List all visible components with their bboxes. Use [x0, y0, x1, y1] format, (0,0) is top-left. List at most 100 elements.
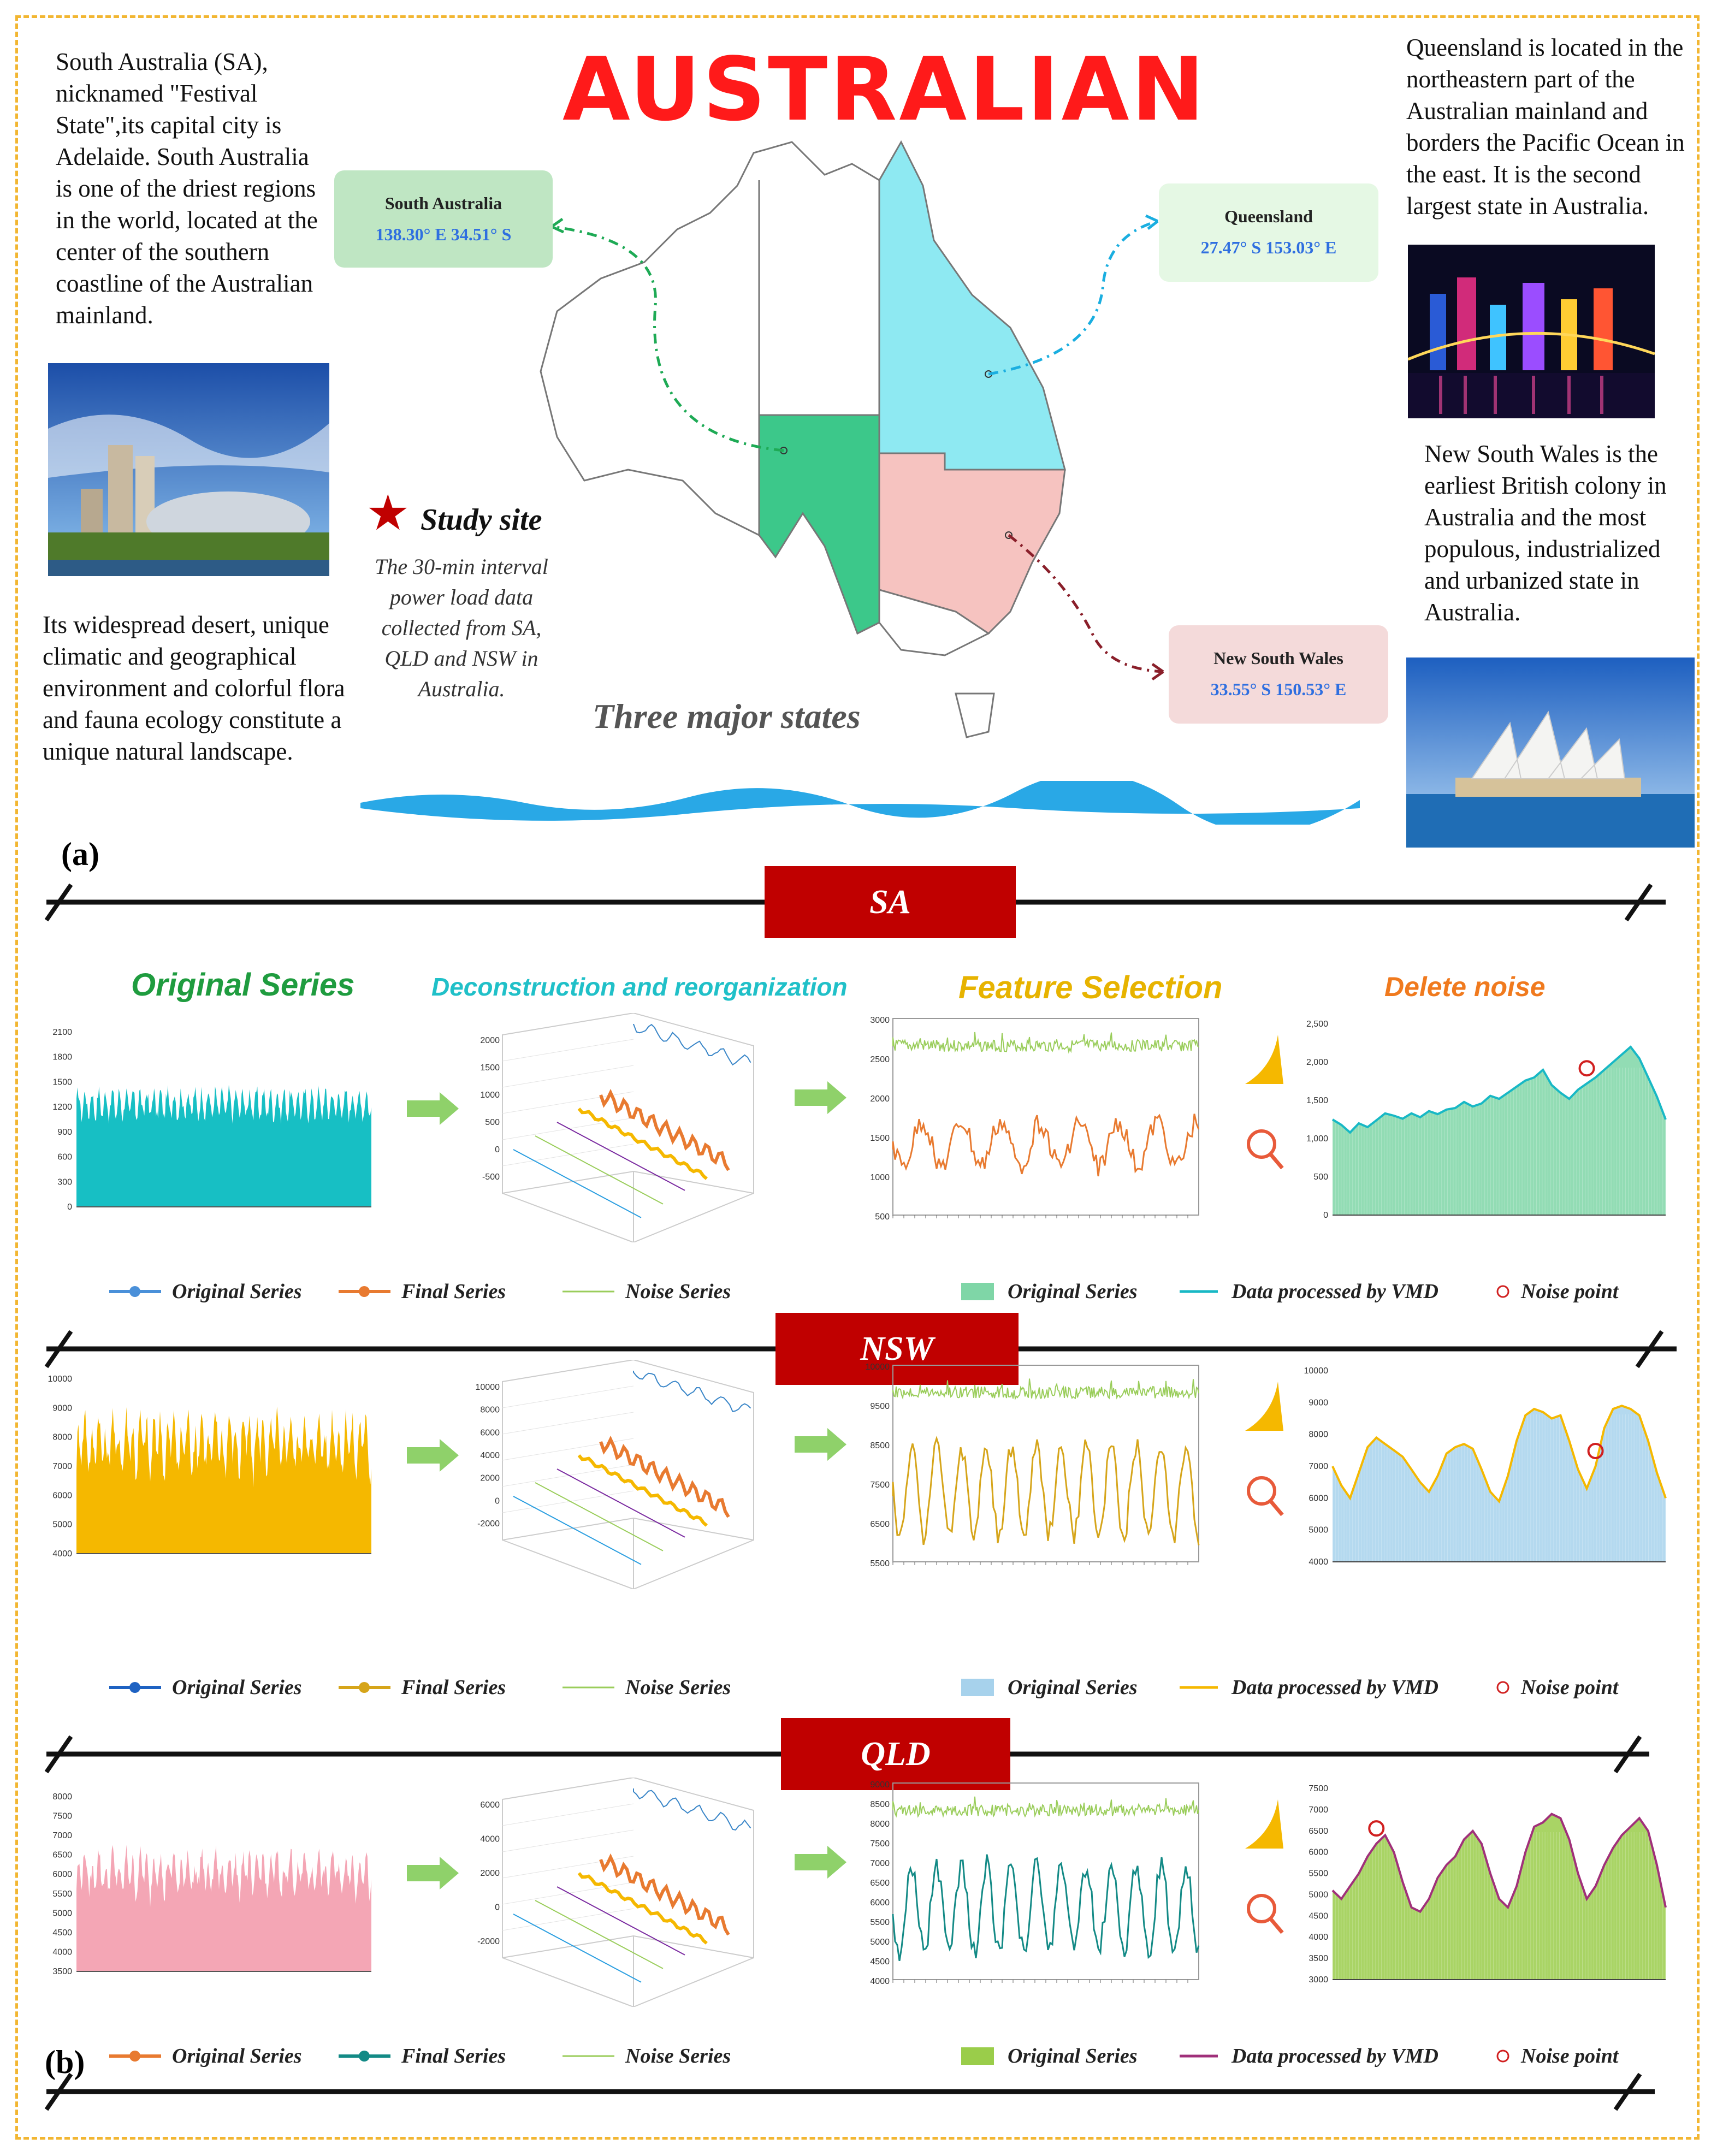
- filter-magnifier-icons: [1245, 1382, 1284, 1517]
- vmd-line: [1331, 1045, 1667, 1134]
- z-tick-label: 4000: [480, 1835, 500, 1844]
- original-series-area: [76, 1085, 371, 1207]
- panel-label-a: (a): [61, 836, 99, 872]
- y-tick-label: 5500: [1309, 1869, 1328, 1879]
- y-tick-label: 9000: [870, 1780, 890, 1790]
- legend-entry: Data processed by VMD: [1231, 1676, 1438, 1699]
- imf-strip: [577, 1454, 708, 1527]
- section-banner-sa: SA: [765, 866, 1016, 938]
- imf-strip: [535, 1482, 664, 1551]
- original-series-area: [1333, 1814, 1666, 1980]
- arrow-right-icon: [795, 1846, 846, 1879]
- vic-shape: [878, 589, 990, 656]
- y-tick-label: 5000: [1309, 1890, 1328, 1899]
- nsw-text: New South Wales is the earliest British …: [1424, 440, 1667, 626]
- noise-point-marker: [1587, 1443, 1604, 1459]
- y-tick-label: 3500: [1309, 1954, 1328, 1963]
- legend-right: Original Series Data processed by VMD Nois…: [961, 1280, 1619, 1303]
- imf-strip: [599, 1435, 730, 1518]
- legend-entry: Final Series: [401, 1280, 506, 1303]
- study-site-title: Study site: [421, 503, 542, 537]
- z-tick-label: 1500: [480, 1063, 500, 1073]
- original-series-area: [1333, 1406, 1666, 1562]
- y-tick-label: 6500: [870, 1879, 890, 1888]
- z-tick-label: 0: [495, 1903, 500, 1912]
- z-tick-label: 8000: [480, 1406, 500, 1415]
- y-tick-label: 8000: [52, 1433, 72, 1442]
- y-tick-label: 4500: [870, 1957, 890, 1967]
- original-series-chart-nsw: 10000 9000 8000 7000 6000 5000 4000: [48, 1375, 371, 1559]
- imf-strip: [599, 1853, 730, 1936]
- y-tick-label: 8500: [870, 1800, 890, 1809]
- stage-original-title: Original Series: [131, 967, 355, 1003]
- y-tick-label: 6000: [1309, 1848, 1328, 1857]
- y-tick-label: 7000: [870, 1859, 890, 1868]
- connector-lines: [550, 214, 1164, 681]
- y-tick-label: 3500: [52, 1967, 72, 1976]
- z-tick-label: 6000: [480, 1800, 500, 1810]
- original-series-chart-sa: 2100 1800 1500 1200 900 600 300 0: [52, 1028, 371, 1212]
- funnel-icon: [1245, 1382, 1283, 1431]
- legend-entry: Noise Series: [625, 1676, 731, 1699]
- y-tick-label: 10000: [1304, 1366, 1329, 1376]
- y-tick-label: 5500: [52, 1890, 72, 1899]
- y-tick-label: 7000: [52, 1831, 72, 1840]
- imf-strip: [513, 1149, 642, 1218]
- filter-magnifier-icons: [1245, 1035, 1284, 1170]
- noise-series-line: [892, 1032, 1199, 1054]
- final-series-line: [892, 1854, 1200, 1962]
- y-tick-label: 10000: [48, 1375, 73, 1384]
- arrow-right-icon: [795, 1081, 846, 1114]
- imf-strip: [599, 1088, 730, 1171]
- funnel-icon: [1245, 1799, 1283, 1849]
- dashed-frame: [15, 15, 1700, 2140]
- y-tick-label: 6500: [1309, 1827, 1328, 1836]
- y-tick-label: 7500: [1309, 1784, 1328, 1793]
- y-tick-label: 6000: [870, 1898, 890, 1908]
- y-tick-label: 4000: [52, 1549, 72, 1559]
- feature-selection-chart-sa: 3000 2500 2000 1500 1000 500: [870, 1016, 1200, 1222]
- y-tick-label: 500: [875, 1212, 890, 1222]
- y-tick-label: 7000: [1309, 1462, 1328, 1471]
- y-tick-label: 1,500: [1306, 1096, 1328, 1105]
- z-tick-label: 1000: [480, 1091, 500, 1100]
- original-series-chart-qld: 8000 7500 7000 6500 6000 5500 5000 4500 4000 3500: [52, 1792, 371, 1976]
- wave-decoration: [360, 781, 1360, 825]
- y-tick-label: 7000: [1309, 1805, 1328, 1815]
- section-banner-nsw: NSW: [775, 1313, 1019, 1385]
- z-tick-label: 10000: [476, 1383, 500, 1392]
- y-tick-label: 8000: [52, 1792, 72, 1802]
- y-tick-label: 3000: [870, 1016, 890, 1025]
- legend-entry: Noise point: [1520, 1280, 1619, 1303]
- y-tick-label: 7000: [52, 1462, 72, 1471]
- z-tick-label: -2000: [477, 1519, 500, 1529]
- y-tick-label: 600: [57, 1153, 72, 1162]
- y-tick-label: 4000: [1309, 1557, 1328, 1567]
- y-tick-label: 5000: [52, 1909, 72, 1918]
- section-banner-qld: QLD: [781, 1718, 1010, 1790]
- z-tick-label: 2000: [480, 1474, 500, 1483]
- z-tick-label: -500: [482, 1172, 500, 1182]
- legend-left: Original Series Final Series Noise Series: [109, 1676, 731, 1699]
- y-tick-label: 1200: [52, 1103, 72, 1112]
- deconstruction-3d-chart-qld: 6000 4000 2000 0 -2000: [477, 1778, 754, 2007]
- adelaide-photo: [48, 363, 329, 576]
- legend-entry: Final Series: [401, 2045, 506, 2068]
- sa-coords: 138.30° E 34.51° S: [375, 224, 512, 244]
- y-tick-label: 2,500: [1306, 1020, 1328, 1029]
- z-tick-label: 6000: [480, 1428, 500, 1437]
- noise-point-marker: [1368, 1820, 1385, 1837]
- imf-strip: [577, 1872, 708, 1945]
- nsw-coord-box: New South Wales 33.55° S 150.53° E: [1169, 625, 1388, 724]
- y-tick-label: 0: [67, 1203, 72, 1212]
- y-tick-label: 2100: [52, 1028, 72, 1037]
- qld-text: Queensland is located in the northeaster…: [1406, 34, 1685, 220]
- panel-label-b: (b): [45, 2044, 85, 2080]
- y-tick-label: 9500: [870, 1402, 890, 1411]
- magnifier-icon: [1247, 1894, 1284, 1934]
- legend-entry: Noise Series: [625, 2045, 731, 2068]
- magnifier-icon: [1247, 1129, 1284, 1170]
- tas-shape: [955, 692, 995, 738]
- sa-coord-box: South Australia 138.30° E 34.51° S: [334, 170, 553, 268]
- y-tick-label: 1500: [52, 1077, 72, 1087]
